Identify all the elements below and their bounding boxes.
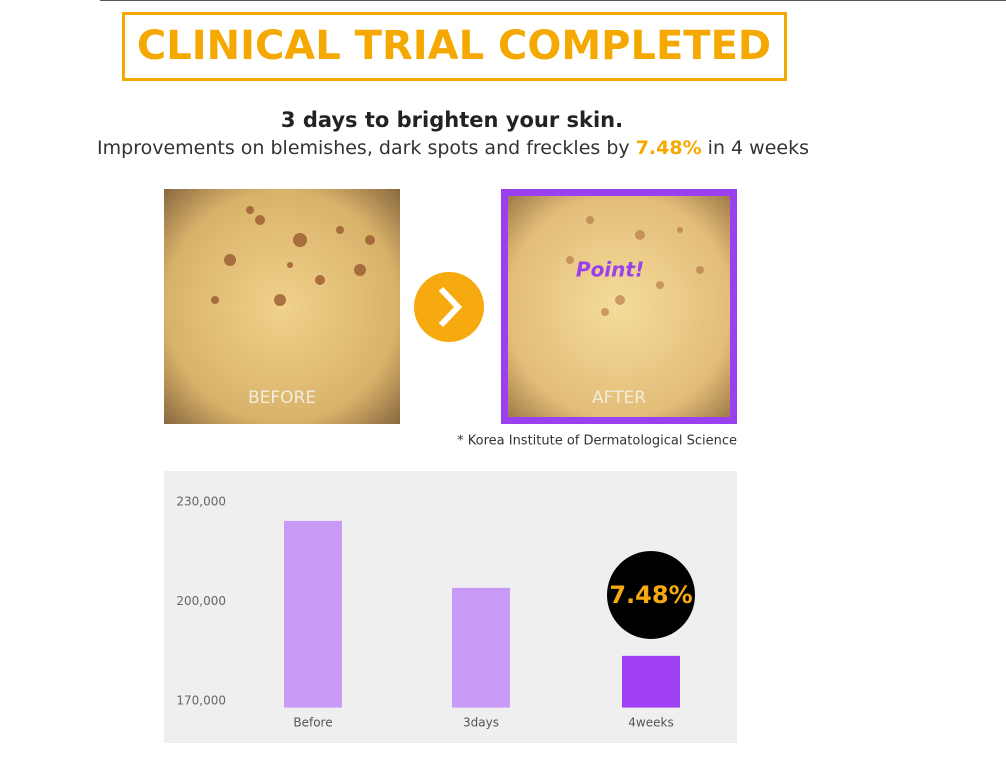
description: Improvements on blemishes, dark spots an… <box>97 137 809 159</box>
after-badge: Point! <box>576 258 644 282</box>
y-tick-label: 170,000 <box>176 693 226 707</box>
title-box <box>122 12 787 81</box>
arrow-circle <box>414 272 484 342</box>
description-highlight: 7.48% <box>636 137 702 159</box>
x-tick-label: Before <box>293 716 332 730</box>
arrow-chevron <box>438 286 463 328</box>
description-text: Improvements on blemishes, dark spots an… <box>97 137 630 159</box>
y-tick-label: 200,000 <box>176 594 226 608</box>
before-label: BEFORE <box>248 388 316 408</box>
bar <box>284 520 342 708</box>
annotation: 7.48% <box>609 581 692 609</box>
title: CLINICAL TRIAL COMPLETED <box>137 23 771 69</box>
bar <box>622 655 680 708</box>
chart: 170,000 200,000 230,000 Before 3days 4weeks 7.… <box>176 494 695 730</box>
headline: 3 days to brighten your skin. <box>281 108 623 132</box>
after-image: Point! AFTER <box>501 189 737 424</box>
annotation-circle <box>607 551 695 639</box>
footnote: * Korea Institute of Dermatological Scie… <box>457 434 737 449</box>
y-tick-label: 230,000 <box>176 494 226 508</box>
x-tick-label: 3days <box>463 716 499 730</box>
bar <box>452 587 510 708</box>
x-tick-label: 4weeks <box>628 716 673 730</box>
after-label: AFTER <box>592 388 646 408</box>
before-image: BEFORE <box>164 189 400 424</box>
description-text: in 4 weeks <box>708 137 809 159</box>
